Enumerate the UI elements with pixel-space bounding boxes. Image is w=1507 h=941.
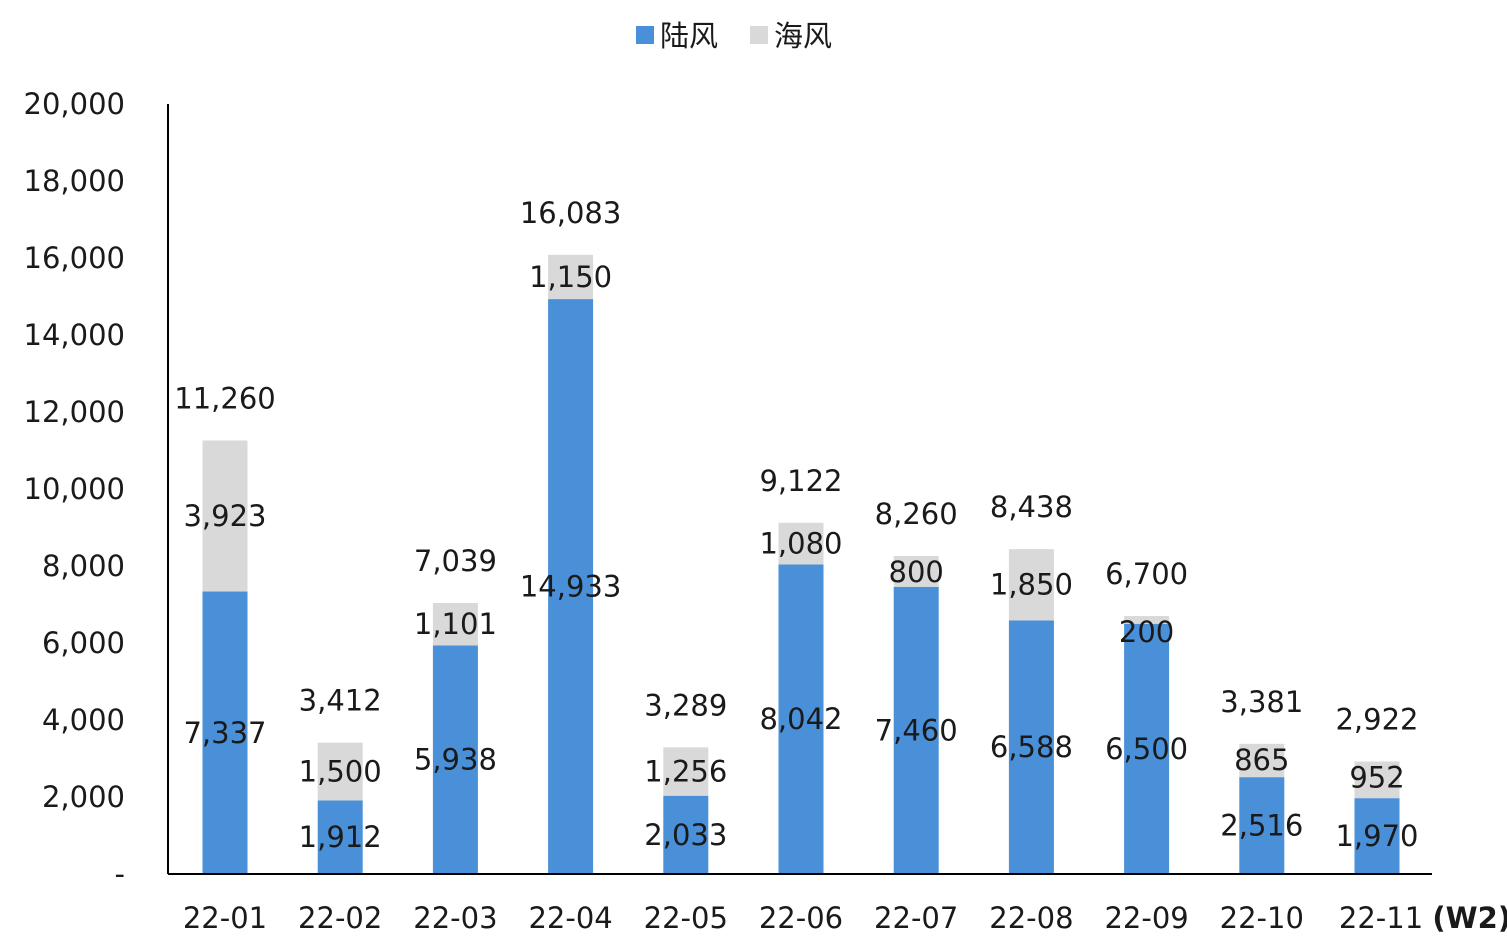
bar-onshore (893, 586, 939, 874)
bar-onshore (432, 645, 478, 874)
data-label-offshore: 865 (1234, 743, 1289, 777)
x-tick-label: 22-10 (1220, 901, 1304, 935)
data-label-onshore: 6,588 (990, 730, 1073, 764)
x-tick-label: 22-04 (528, 901, 612, 935)
x-tick-label: 22-05 (644, 901, 728, 935)
data-label-offshore: 952 (1349, 761, 1404, 795)
bar-offshore (663, 747, 709, 796)
data-label-onshore: 2,516 (1220, 809, 1303, 843)
bar-offshore (1239, 743, 1285, 778)
y-tick-label: 12,000 (24, 395, 125, 429)
x-tick-label: 22-08 (989, 901, 1073, 935)
data-label-total: 16,083 (520, 196, 621, 230)
data-label-total: 7,039 (414, 544, 497, 578)
y-axis: - 2,000 4,000 6,000 8,000 10,000 12,000 14,000 1… (24, 87, 169, 891)
legend: 陆风 海风 (636, 19, 832, 53)
data-label-onshore: 8,042 (759, 702, 842, 736)
data-label-offshore: 1,500 (299, 755, 382, 789)
legend-swatch-offshore (750, 26, 768, 44)
legend-label-onshore: 陆风 (660, 19, 718, 53)
bar-offshore (202, 440, 248, 592)
data-label-offshore: 800 (889, 555, 944, 589)
y-tick-label: 4,000 (42, 703, 125, 737)
data-label-onshore: 6,500 (1105, 732, 1188, 766)
bar-offshore (1008, 549, 1054, 621)
x-axis: 22-01 22-02 22-03 22-04 22-05 22-06 22-07 22-08… (168, 873, 1507, 935)
bar-onshore (1124, 623, 1170, 874)
data-label-onshore: 2,033 (644, 818, 727, 852)
x-tick-label: 22-09 (1104, 901, 1188, 935)
x-tick-label: 22-02 (298, 901, 382, 935)
data-label-offshore: 1,256 (644, 755, 727, 789)
data-label-onshore: 1,912 (299, 820, 382, 854)
y-tick-label: 14,000 (24, 318, 125, 352)
data-label-total: 3,289 (644, 688, 727, 722)
bar-onshore (778, 564, 824, 874)
bar-onshore (317, 800, 363, 874)
legend-swatch-onshore (636, 26, 654, 44)
data-label-total: 2,922 (1335, 703, 1418, 737)
y-tick-label: 18,000 (24, 164, 125, 198)
data-label-total: 8,260 (875, 497, 958, 531)
bar-onshore (1008, 620, 1054, 874)
bar-onshore (202, 591, 248, 874)
y-tick-label: 6,000 (42, 626, 125, 660)
y-tick-label: - (115, 857, 125, 891)
bars (202, 254, 1400, 875)
data-label-onshore: 5,938 (414, 743, 497, 777)
y-tick-label: 20,000 (24, 87, 125, 121)
x-tick-label: 22-11 (W2) (1339, 901, 1507, 935)
data-label-total: 3,381 (1220, 685, 1303, 719)
data-label-total: 11,260 (174, 381, 275, 415)
data-label-offshore: 3,923 (183, 499, 266, 533)
data-label-total: 9,122 (759, 464, 842, 498)
bar-offshore (778, 522, 824, 565)
x-tick-label: 22-01 (183, 901, 267, 935)
data-label-offshore: 1,150 (529, 260, 612, 294)
x-tick-label: 22-03 (413, 901, 497, 935)
data-label-onshore: 7,460 (875, 713, 958, 747)
data-label-onshore: 14,933 (520, 570, 621, 604)
data-label-onshore: 7,337 (183, 716, 266, 750)
bar-onshore (1239, 777, 1285, 874)
data-labels: 7,337 3,923 11,260 1,912 1,500 3,412 5,938 1,10… (174, 196, 1418, 854)
data-label-offshore: 1,850 (990, 568, 1073, 602)
data-label-total: 6,700 (1105, 557, 1188, 591)
y-tick-label: 10,000 (24, 472, 125, 506)
y-tick-label: 16,000 (24, 241, 125, 275)
bar-offshore (1124, 616, 1170, 624)
bar-offshore (893, 555, 939, 587)
bar-offshore (548, 254, 594, 300)
x-tick-label: 22-07 (874, 901, 958, 935)
x-tick-label: 22-06 (759, 901, 843, 935)
data-label-offshore: 1,080 (759, 527, 842, 561)
data-label-offshore: 1,101 (414, 607, 497, 641)
bar-offshore (432, 602, 478, 646)
bar-onshore (1354, 798, 1400, 874)
data-label-onshore: 1,970 (1335, 819, 1418, 853)
bar-offshore (317, 742, 363, 801)
y-tick-label: 8,000 (42, 549, 125, 583)
bar-offshore (1354, 761, 1400, 799)
data-label-total: 8,438 (990, 490, 1073, 524)
data-label-offshore: 200 (1119, 615, 1174, 649)
y-tick-label: 2,000 (42, 780, 125, 814)
bar-onshore (548, 299, 594, 875)
bar-onshore (663, 795, 709, 874)
legend-label-offshore: 海风 (774, 19, 832, 53)
data-label-total: 3,412 (299, 684, 382, 718)
